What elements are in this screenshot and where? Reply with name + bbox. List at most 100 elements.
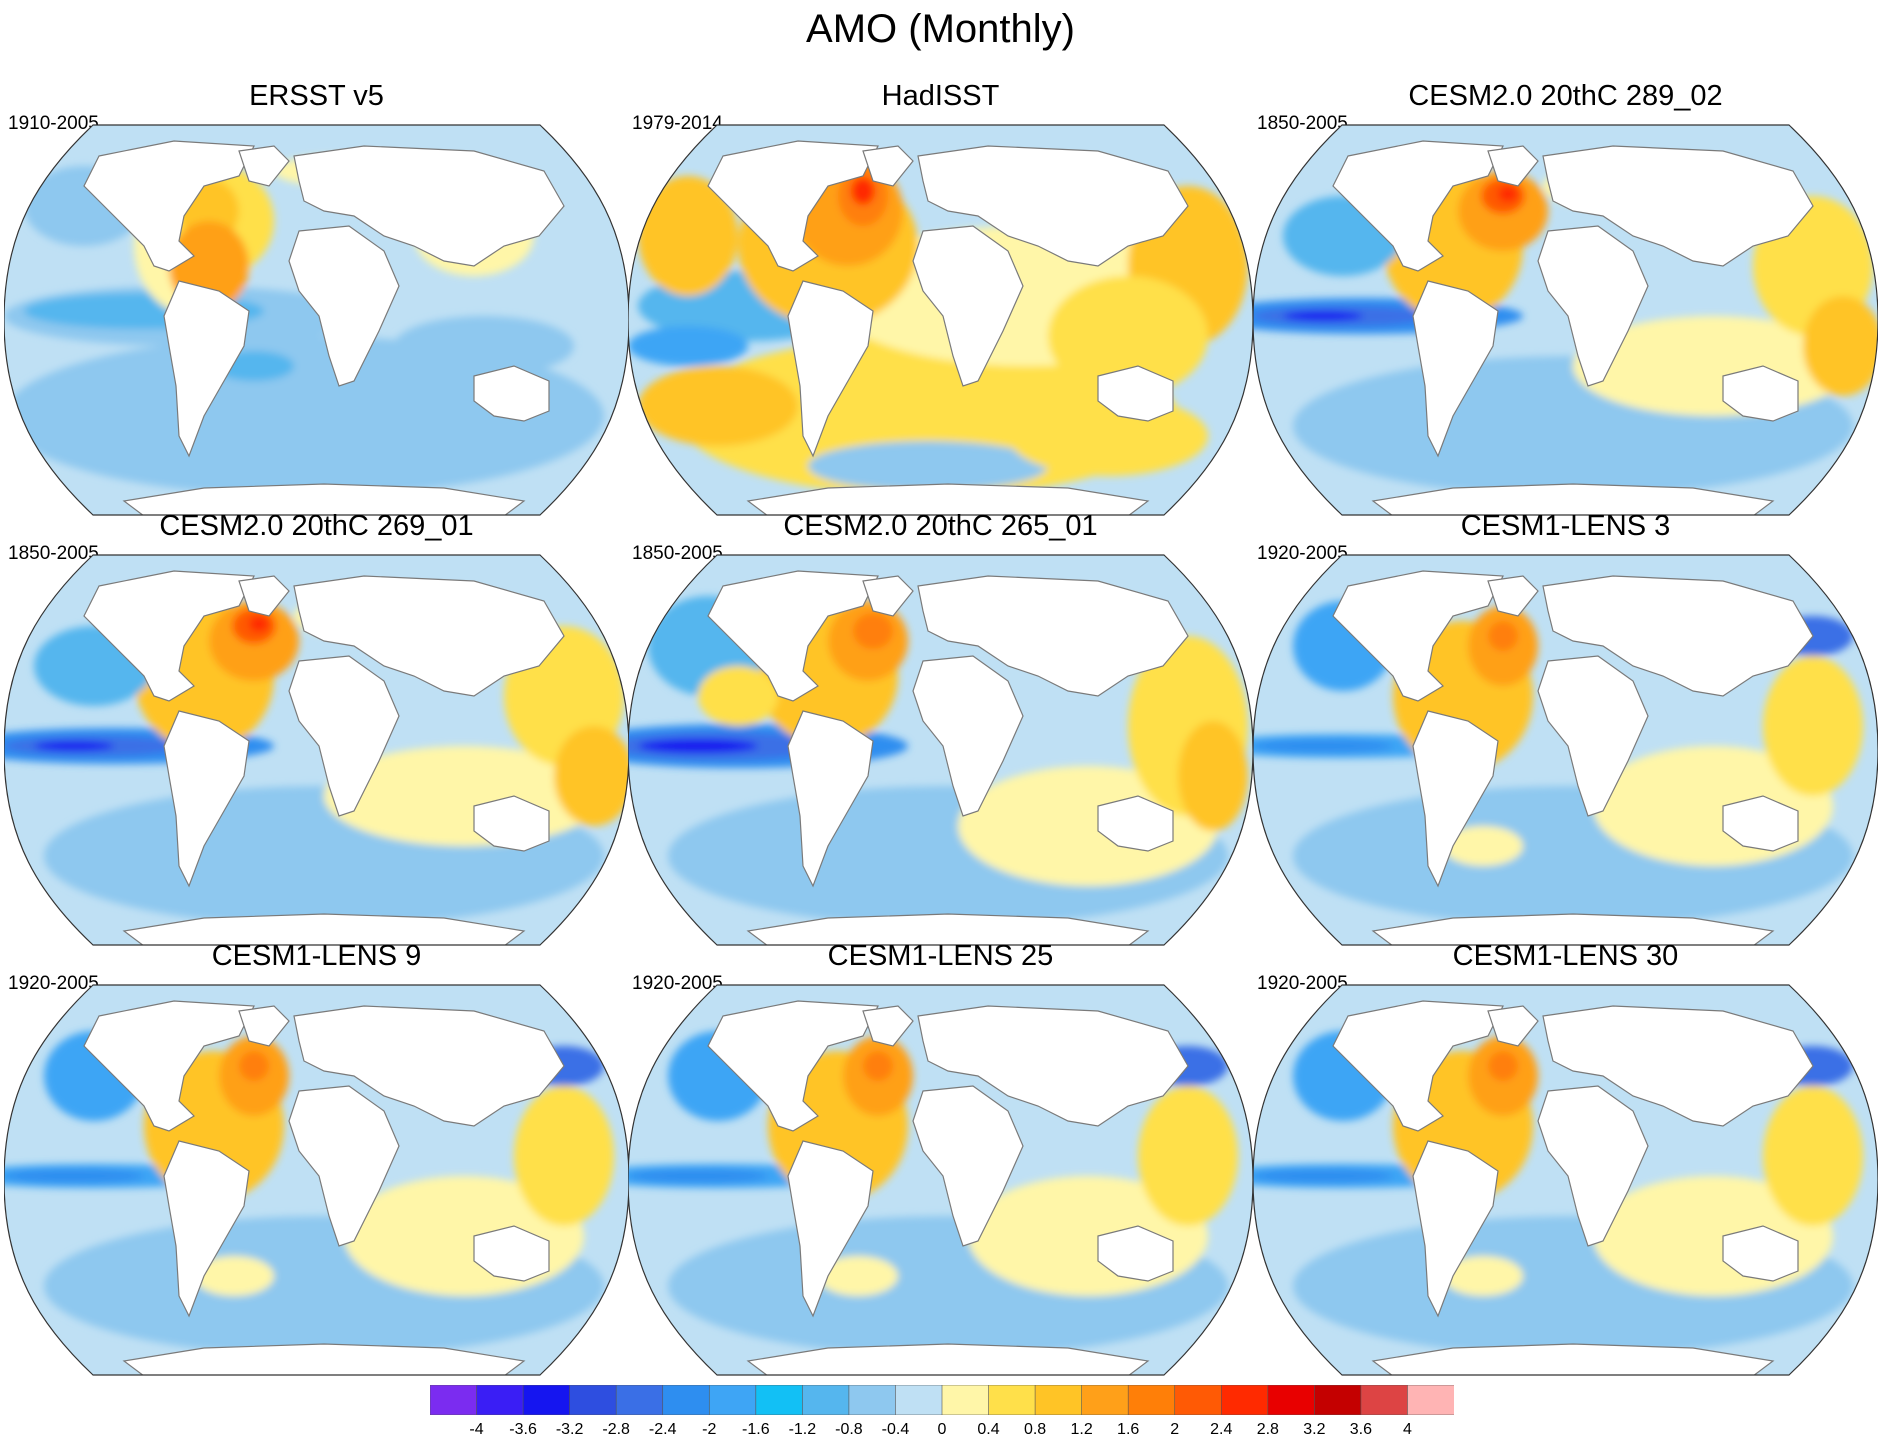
world-map	[628, 554, 1253, 946]
map-panel: ERSST v5 1910-2005	[4, 78, 629, 516]
continent	[163, 280, 250, 458]
continent	[1722, 365, 1799, 422]
anomaly-region	[851, 177, 875, 205]
colorbar-swatch	[1314, 1385, 1362, 1415]
anomaly-region	[1803, 296, 1878, 396]
world-map	[1253, 984, 1878, 1376]
anomaly-region	[4, 1169, 144, 1183]
anomaly-region	[554, 726, 629, 826]
anomaly-region	[394, 316, 574, 376]
colorbar-tick-label: -0.8	[835, 1421, 863, 1438]
continent	[746, 483, 1150, 515]
anomaly-region	[818, 1256, 898, 1296]
anomaly-region	[1283, 311, 1363, 321]
colorbar-swatch	[1407, 1385, 1454, 1415]
map-border	[1253, 984, 1878, 1376]
continent	[912, 655, 1024, 817]
colorbar-tick-label: -3.6	[509, 1421, 537, 1438]
colorbar-swatch	[755, 1385, 804, 1415]
continent	[912, 1085, 1024, 1247]
map-panel: CESM1-LENS 9 1920-2005	[4, 938, 629, 1376]
colorbar-swatch	[569, 1385, 617, 1415]
continent	[1412, 280, 1499, 458]
colorbar-tick-label: -1.2	[788, 1421, 817, 1438]
continent	[163, 1140, 250, 1318]
colorbar-tick-label: -4	[469, 1421, 484, 1438]
continent	[288, 1085, 400, 1247]
map-border	[1253, 554, 1878, 946]
figure-title: AMO (Monthly)	[806, 7, 1075, 51]
continent	[288, 225, 400, 387]
colorbar-tick-label: 1.2	[1070, 1421, 1093, 1438]
panel-period: 1979-2014	[632, 113, 723, 134]
map-border	[628, 124, 1253, 516]
continent	[1487, 575, 1539, 617]
continent	[238, 1005, 290, 1047]
map-panel: CESM1-LENS 30 1920-2005	[1253, 938, 1878, 1376]
colorbar-tick-label: 0.4	[977, 1421, 1000, 1438]
continent	[122, 913, 526, 945]
world-map	[628, 124, 1253, 516]
colorbar-tick-label: -2.4	[648, 1421, 677, 1438]
continent	[1542, 1005, 1814, 1127]
continent	[1097, 1225, 1174, 1282]
continent	[862, 575, 914, 617]
map-panel: CESM1-LENS 3 1920-2005	[1253, 508, 1878, 946]
map-border	[4, 554, 629, 946]
map-border	[628, 554, 1253, 946]
panel-period: 1920-2005	[1257, 973, 1348, 994]
colorbar-swatch	[1174, 1385, 1223, 1415]
anomaly-region	[1488, 621, 1518, 651]
anomaly-region	[1178, 721, 1248, 831]
colorbar-swatch	[1127, 1385, 1176, 1415]
map-panel: CESM1-LENS 25 1920-2005	[628, 938, 1253, 1376]
anomaly-region	[4, 336, 604, 496]
anomaly-region	[638, 366, 798, 446]
continent	[238, 145, 290, 187]
panel-period: 1850-2005	[8, 543, 99, 564]
colorbar-swatch	[988, 1385, 1036, 1415]
colorbar-tick-label: -2	[702, 1421, 717, 1438]
colorbar-tick-label: -2.8	[602, 1421, 630, 1438]
anomaly-region	[1048, 276, 1208, 396]
world-map	[1253, 124, 1878, 516]
panel-title: HadISST	[881, 80, 1000, 112]
continent	[917, 1005, 1189, 1127]
continent	[1537, 655, 1649, 817]
anomaly-region	[1138, 1086, 1238, 1226]
colorbar-tick-label: -3.2	[555, 1421, 584, 1438]
anomaly-region	[1488, 1051, 1518, 1081]
continent	[1097, 365, 1174, 422]
anomaly-region	[853, 613, 893, 649]
world-map	[4, 554, 629, 946]
colorbar-swatch	[430, 1385, 478, 1415]
continent	[163, 710, 250, 888]
panel-title: CESM1-LENS 3	[1460, 510, 1671, 542]
world-map	[1253, 554, 1878, 946]
panel-title: CESM1-LENS 30	[1452, 940, 1679, 972]
anomaly-region	[1498, 186, 1518, 202]
colorbar-swatch	[1081, 1385, 1129, 1415]
colorbar-tick-label: 3.6	[1349, 1421, 1373, 1438]
panel-period: 1920-2005	[632, 973, 723, 994]
colorbar-tick-label: 0	[937, 1421, 947, 1438]
continent	[787, 1140, 874, 1318]
continent	[473, 1225, 550, 1282]
anomaly-region	[1253, 739, 1393, 753]
panel-title: CESM2.0 20thC 269_01	[159, 510, 474, 542]
anomaly-region	[638, 739, 758, 753]
continent	[1722, 1225, 1799, 1282]
colorbar-swatch	[895, 1385, 943, 1415]
anomaly-region	[514, 1086, 614, 1226]
continent	[1487, 1005, 1539, 1047]
anomaly-region	[698, 666, 778, 726]
colorbar-swatch	[476, 1385, 524, 1415]
continent	[238, 575, 290, 617]
colorbar-tick-label: -0.4	[881, 1421, 910, 1438]
map-panel: CESM2.0 20thC 269_01 1850-2005	[4, 508, 629, 946]
colorbar-tick-label: 3.2	[1303, 1421, 1326, 1438]
colorbar-swatch	[1267, 1385, 1316, 1415]
map-border	[4, 984, 629, 1376]
anomaly-region	[1253, 1169, 1393, 1183]
anomaly-region	[249, 616, 269, 632]
